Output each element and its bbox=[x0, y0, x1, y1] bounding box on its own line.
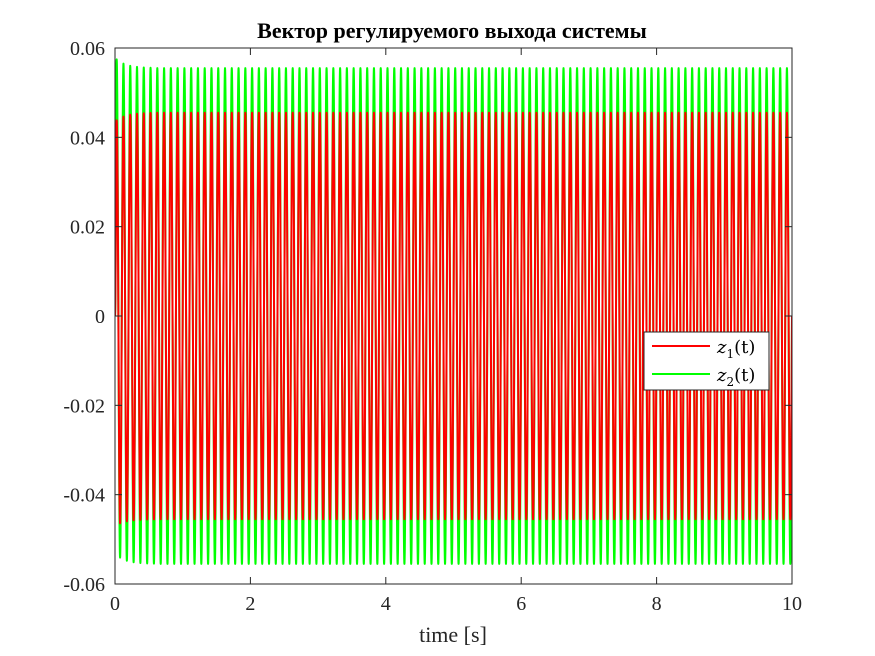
x-axis-label: time [s] bbox=[419, 622, 487, 647]
x-tick-label: 8 bbox=[652, 593, 662, 615]
y-tick-label: 0 bbox=[95, 306, 105, 328]
x-tick-label: 6 bbox=[516, 593, 526, 615]
legend-label-z2-sub: 2 bbox=[726, 375, 734, 389]
x-tick-label: 2 bbox=[245, 593, 255, 615]
legend-label-z1-arg: (t) bbox=[734, 337, 755, 358]
legend: z1(t) z2(t) bbox=[643, 331, 770, 391]
legend-label-z1-base: z bbox=[716, 337, 727, 358]
x-tick-label: 10 bbox=[782, 593, 802, 615]
x-tick-label: 4 bbox=[381, 593, 391, 615]
series-line-z1 bbox=[115, 111, 792, 525]
y-tick-label: -0.04 bbox=[63, 485, 105, 507]
legend-label-z1-sub: 1 bbox=[726, 347, 734, 361]
y-tick-label: -0.06 bbox=[63, 574, 105, 596]
legend-label-z1: z1(t) bbox=[716, 337, 755, 361]
y-tick-label: 0.04 bbox=[70, 127, 105, 149]
y-tick-label: -0.02 bbox=[63, 395, 105, 417]
legend-label-z2: z2(t) bbox=[716, 365, 755, 389]
legend-label-z2-base: z bbox=[716, 365, 727, 386]
x-tick-label: 0 bbox=[110, 593, 120, 615]
y-tick-label: 0.02 bbox=[70, 217, 105, 239]
legend-label-z2-arg: (t) bbox=[734, 365, 755, 386]
chart-title: Вектор регулируемого выхода системы bbox=[257, 18, 647, 43]
y-tick-label: 0.06 bbox=[70, 38, 105, 60]
legend-box bbox=[643, 331, 770, 391]
